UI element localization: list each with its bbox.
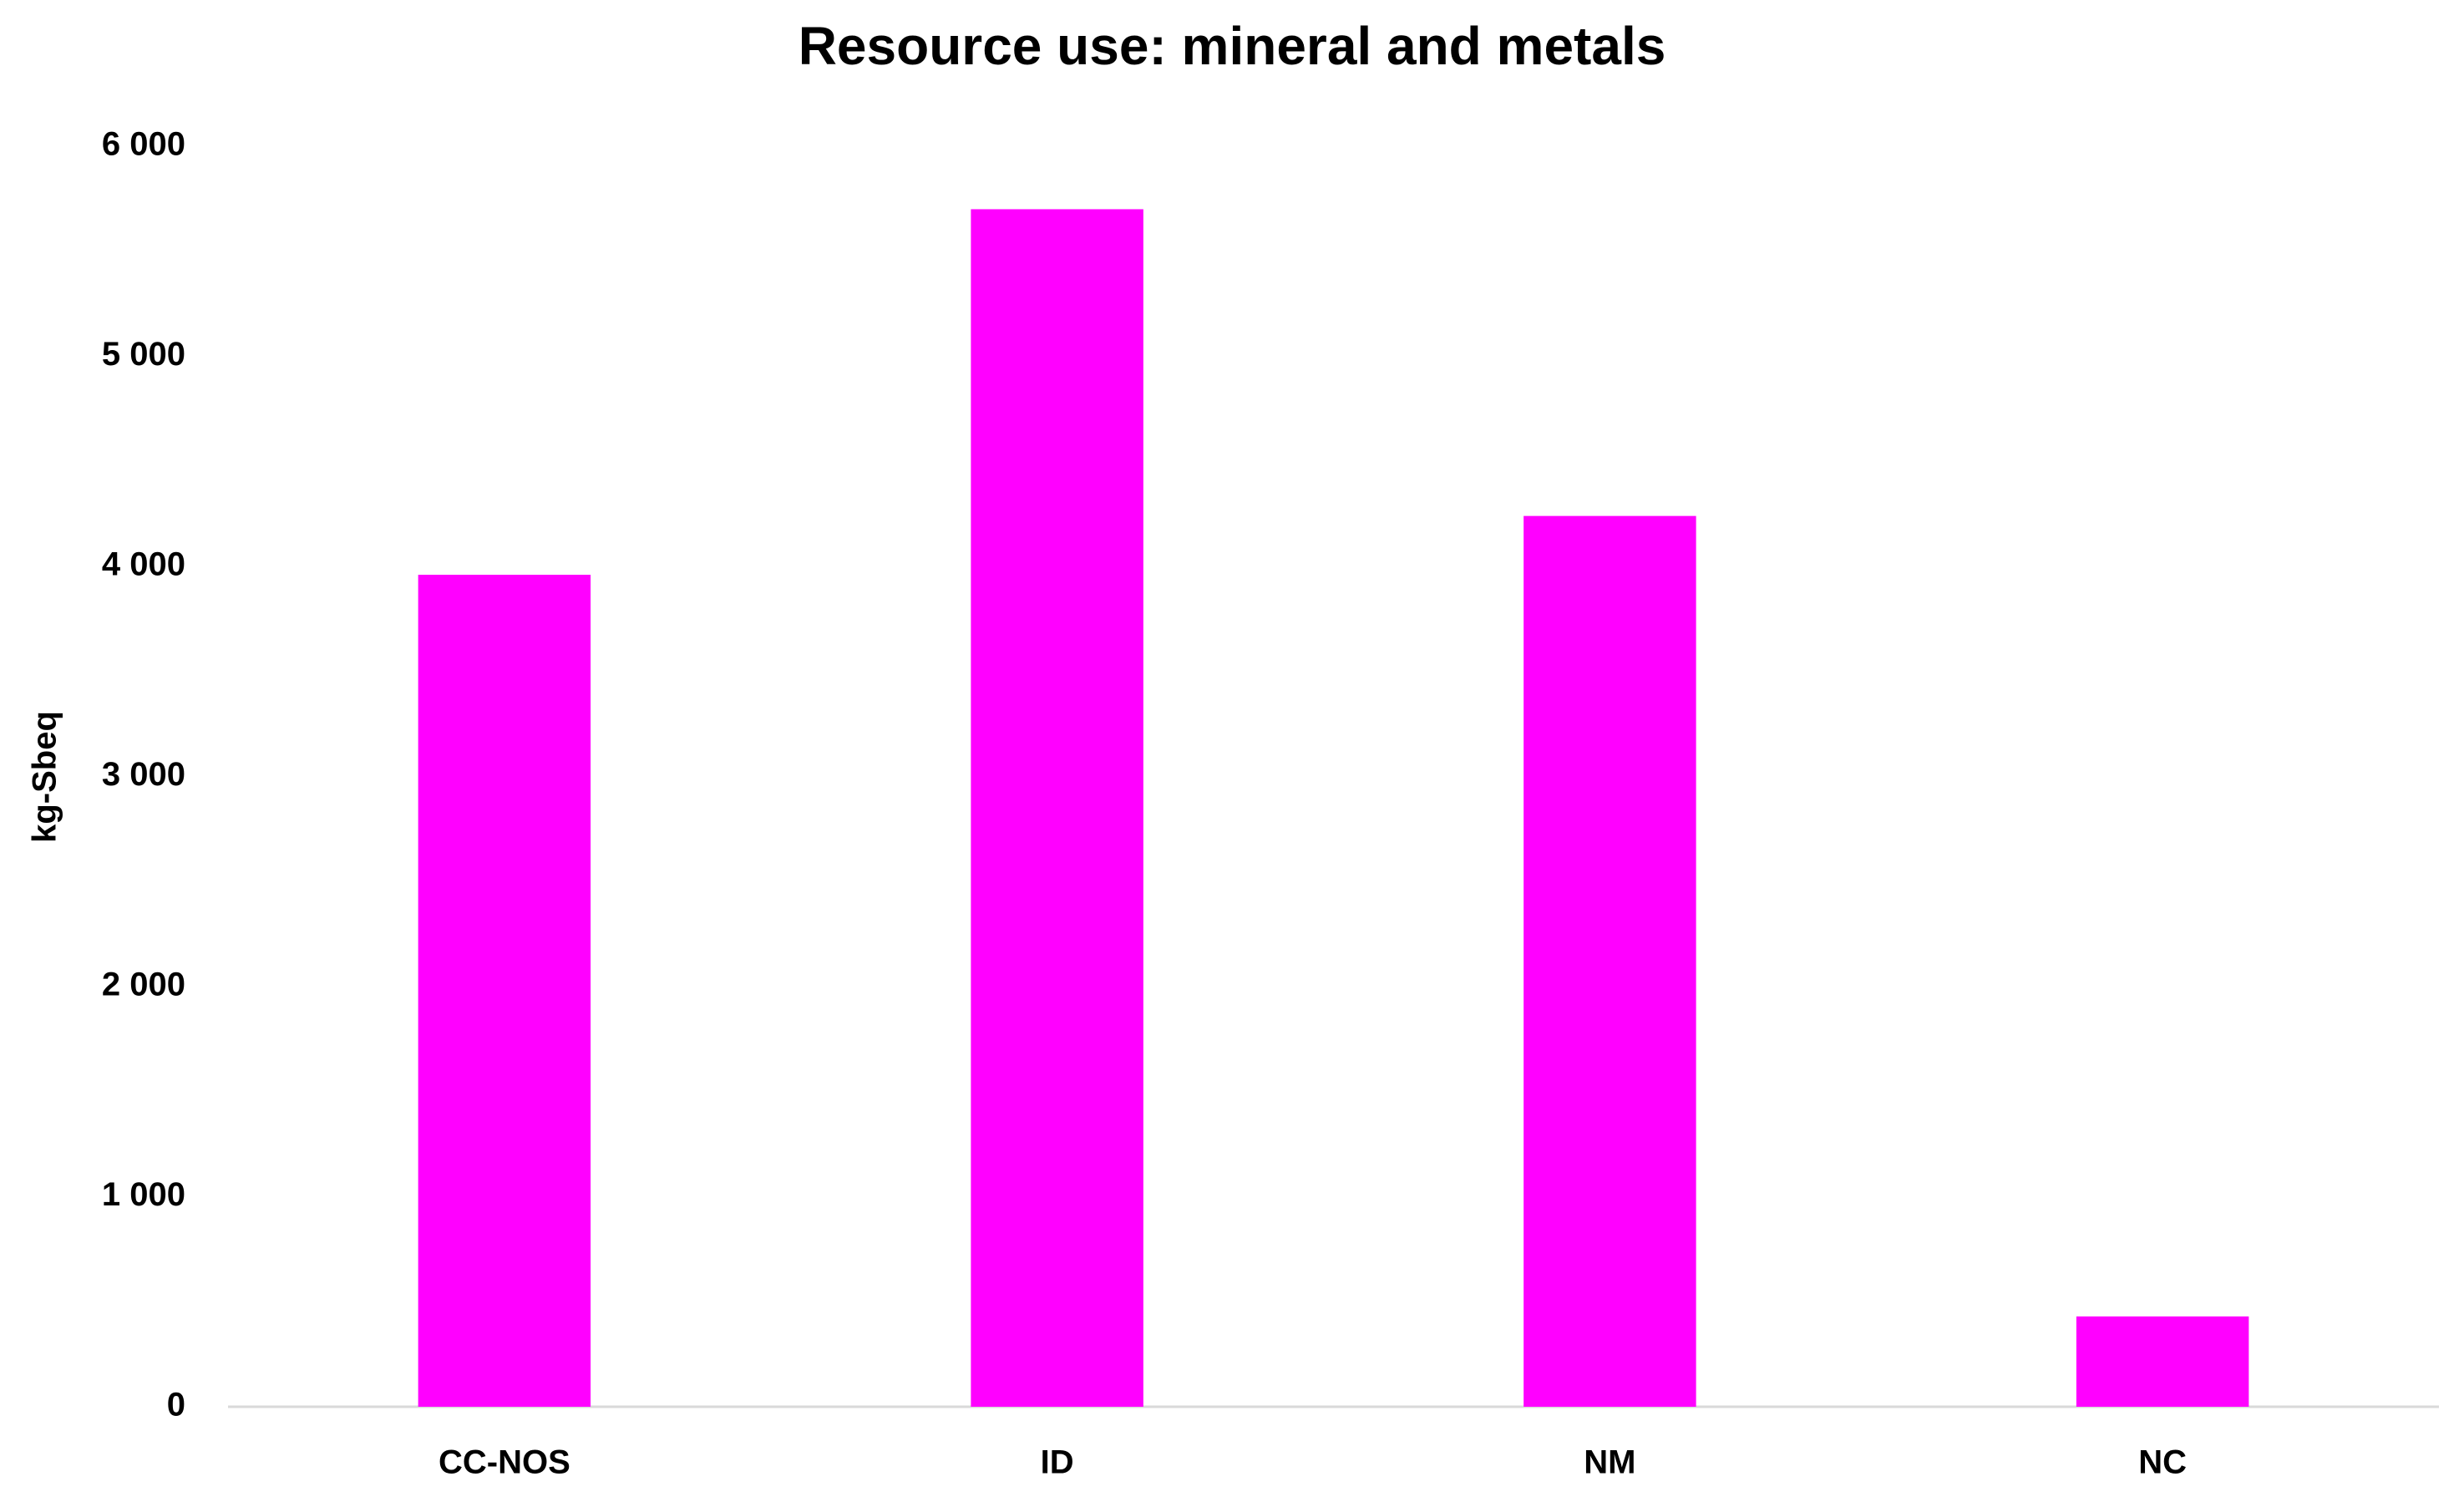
y-tick-label: 6 000: [102, 126, 185, 163]
bar: [1524, 515, 1696, 1407]
y-tick-label: 3 000: [102, 756, 185, 793]
y-axis-label: kg-Sbeq: [27, 711, 63, 843]
y-tick-label: 5 000: [102, 336, 185, 373]
y-tick-label: 0: [167, 1387, 185, 1423]
x-tick-label: NC: [2138, 1444, 2187, 1481]
y-tick-label: 4 000: [102, 546, 185, 583]
x-tick-label: CC-NOS: [439, 1444, 570, 1481]
bar: [2076, 1316, 2249, 1407]
chart-title: Resource use: mineral and metals: [799, 16, 1666, 76]
y-tick-label: 2 000: [102, 967, 185, 1003]
bar: [971, 209, 1143, 1408]
bar: [418, 575, 591, 1407]
y-tick-label: 1 000: [102, 1176, 185, 1213]
x-tick-label: NM: [1584, 1444, 1635, 1481]
x-tick-label: ID: [1041, 1444, 1074, 1481]
